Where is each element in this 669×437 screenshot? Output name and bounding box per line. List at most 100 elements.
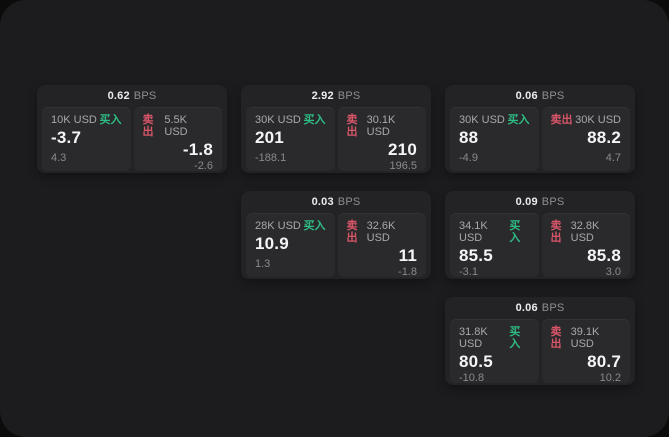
sell-amount: 30.1K USD — [366, 114, 396, 138]
sell-side-label: 卖出 — [550, 220, 562, 244]
quote-body: 30K USD 买入 88 -4.9 卖出 30K USD 88.2 4.7 — [445, 105, 635, 175]
buy-price: 80.5 — [459, 352, 493, 371]
buy-change: -3.1 — [459, 266, 478, 278]
bps-unit-label: BPS — [541, 196, 565, 208]
bps-header: 0.06 BPS — [445, 85, 635, 105]
sell-side-label: 卖出 — [346, 114, 358, 138]
buy-change: -188.1 — [255, 152, 287, 164]
sell-tile[interactable]: 卖出 5.5K USD -1.8 -2.6 — [133, 107, 222, 172]
buy-change: -4.9 — [459, 152, 478, 164]
bps-value: 0.03 — [311, 196, 334, 208]
sell-tile-top: 卖出 32.6K USD — [347, 220, 418, 244]
buy-amount: 31.8K USD — [459, 326, 488, 350]
buy-price: -3.7 — [51, 128, 82, 147]
sell-tile-top: 卖出 30K USD — [551, 114, 622, 126]
quote-card: 0.06 BPS 30K USD 买入 88 -4.9 卖出 30K USD 8… — [445, 85, 635, 173]
sell-price: -1.8 — [182, 140, 213, 159]
buy-side-label: 买入 — [509, 220, 521, 244]
sell-price: 85.8 — [587, 246, 621, 265]
sell-amount: 30K USD — [575, 114, 621, 126]
sell-price: 80.7 — [587, 352, 621, 371]
bps-unit-label: BPS — [541, 90, 565, 102]
buy-side-label: 买入 — [507, 114, 530, 126]
buy-change: 4.3 — [51, 152, 67, 164]
sell-change: 3.0 — [605, 266, 621, 278]
buy-amount: 28K USD — [255, 220, 301, 232]
bps-unit-label: BPS — [337, 90, 361, 102]
quote-card: 0.06 BPS 31.8K USD 买入 80.5 -10.8 卖出 39.1… — [445, 297, 635, 385]
buy-tile[interactable]: 30K USD 买入 88 -4.9 — [450, 107, 539, 171]
bps-header: 0.62 BPS — [37, 85, 227, 105]
bps-value: 0.06 — [515, 302, 538, 314]
sell-tile[interactable]: 卖出 30.1K USD 210 196.5 — [337, 107, 426, 172]
quote-card: 0.62 BPS 10K USD 买入 -3.7 4.3 卖出 5.5K USD… — [37, 85, 227, 173]
quote-card: 0.03 BPS 28K USD 买入 10.9 1.3 卖出 32.6K US… — [241, 191, 431, 279]
buy-change: 1.3 — [255, 258, 271, 270]
bps-unit-label: BPS — [541, 302, 565, 314]
sell-side-label: 卖出 — [550, 114, 573, 126]
sell-tile[interactable]: 卖出 39.1K USD 80.7 10.2 — [541, 319, 630, 384]
sell-change: 196.5 — [389, 160, 417, 172]
sell-tile[interactable]: 卖出 32.8K USD 85.8 3.0 — [541, 213, 630, 278]
sell-tile[interactable]: 卖出 32.6K USD 11 -1.8 — [337, 213, 426, 278]
buy-tile[interactable]: 31.8K USD 买入 80.5 -10.8 — [450, 319, 539, 384]
sell-side-label: 卖出 — [550, 326, 562, 350]
buy-tile-top: 30K USD 买入 — [255, 114, 326, 126]
bps-value: 0.09 — [515, 196, 538, 208]
buy-change: -10.8 — [459, 372, 485, 384]
bps-unit-label: BPS — [337, 196, 361, 208]
buy-tile-top: 10K USD 买入 — [51, 114, 122, 126]
sell-amount: 39.1K USD — [570, 326, 600, 350]
buy-tile-top: 31.8K USD 买入 — [459, 326, 530, 350]
sell-side-label: 卖出 — [346, 220, 358, 244]
quote-card: 0.09 BPS 34.1K USD 买入 85.5 -3.1 卖出 32.8K… — [445, 191, 635, 279]
buy-side-label: 买入 — [303, 114, 326, 126]
buy-price: 88 — [459, 128, 479, 147]
quote-body: 30K USD 买入 201 -188.1 卖出 30.1K USD 210 1… — [241, 105, 431, 175]
buy-amount: 10K USD — [51, 114, 97, 126]
sell-price: 88.2 — [587, 128, 621, 147]
sell-side-label: 卖出 — [142, 114, 154, 138]
quote-body: 34.1K USD 买入 85.5 -3.1 卖出 32.8K USD 85.8… — [445, 211, 635, 281]
buy-tile[interactable]: 30K USD 买入 201 -188.1 — [246, 107, 335, 171]
sell-change: -2.6 — [194, 160, 213, 172]
buy-price: 201 — [255, 128, 284, 147]
sell-tile-top: 卖出 32.8K USD — [551, 220, 622, 244]
buy-amount: 34.1K USD — [459, 220, 488, 244]
buy-tile-top: 34.1K USD 买入 — [459, 220, 530, 244]
buy-side-label: 买入 — [99, 114, 122, 126]
buy-tile-top: 28K USD 买入 — [255, 220, 326, 232]
buy-amount: 30K USD — [459, 114, 505, 126]
bps-unit-label: BPS — [133, 90, 157, 102]
buy-tile[interactable]: 10K USD 买入 -3.7 4.3 — [42, 107, 131, 171]
bps-value: 0.06 — [515, 90, 538, 102]
sell-change: -1.8 — [398, 266, 417, 278]
quote-card: 2.92 BPS 30K USD 买入 201 -188.1 卖出 30.1K … — [241, 85, 431, 173]
buy-tile[interactable]: 34.1K USD 买入 85.5 -3.1 — [450, 213, 539, 278]
sell-price: 210 — [388, 140, 417, 159]
quote-body: 31.8K USD 买入 80.5 -10.8 卖出 39.1K USD 80.… — [445, 317, 635, 387]
sell-tile-top: 卖出 39.1K USD — [551, 326, 622, 350]
bps-value: 2.92 — [311, 90, 334, 102]
buy-amount: 30K USD — [255, 114, 301, 126]
buy-side-label: 买入 — [303, 220, 326, 232]
sell-tile-top: 卖出 5.5K USD — [143, 114, 214, 138]
bps-value: 0.62 — [107, 90, 130, 102]
quote-body: 10K USD 买入 -3.7 4.3 卖出 5.5K USD -1.8 -2.… — [37, 105, 227, 175]
bps-header: 2.92 BPS — [241, 85, 431, 105]
bps-header: 0.03 BPS — [241, 191, 431, 211]
buy-tile[interactable]: 28K USD 买入 10.9 1.3 — [246, 213, 335, 277]
bps-header: 0.06 BPS — [445, 297, 635, 317]
sell-amount: 5.5K USD — [164, 114, 188, 138]
buy-price: 10.9 — [255, 234, 289, 253]
bps-header: 0.09 BPS — [445, 191, 635, 211]
sell-amount: 32.6K USD — [366, 220, 396, 244]
sell-amount: 32.8K USD — [570, 220, 600, 244]
sell-price: 11 — [398, 246, 417, 265]
sell-tile-top: 卖出 30.1K USD — [347, 114, 418, 138]
quote-body: 28K USD 买入 10.9 1.3 卖出 32.6K USD 11 -1.8 — [241, 211, 431, 281]
sell-change: 4.7 — [605, 152, 621, 164]
sell-tile[interactable]: 卖出 30K USD 88.2 4.7 — [541, 107, 630, 171]
buy-side-label: 买入 — [509, 326, 521, 350]
